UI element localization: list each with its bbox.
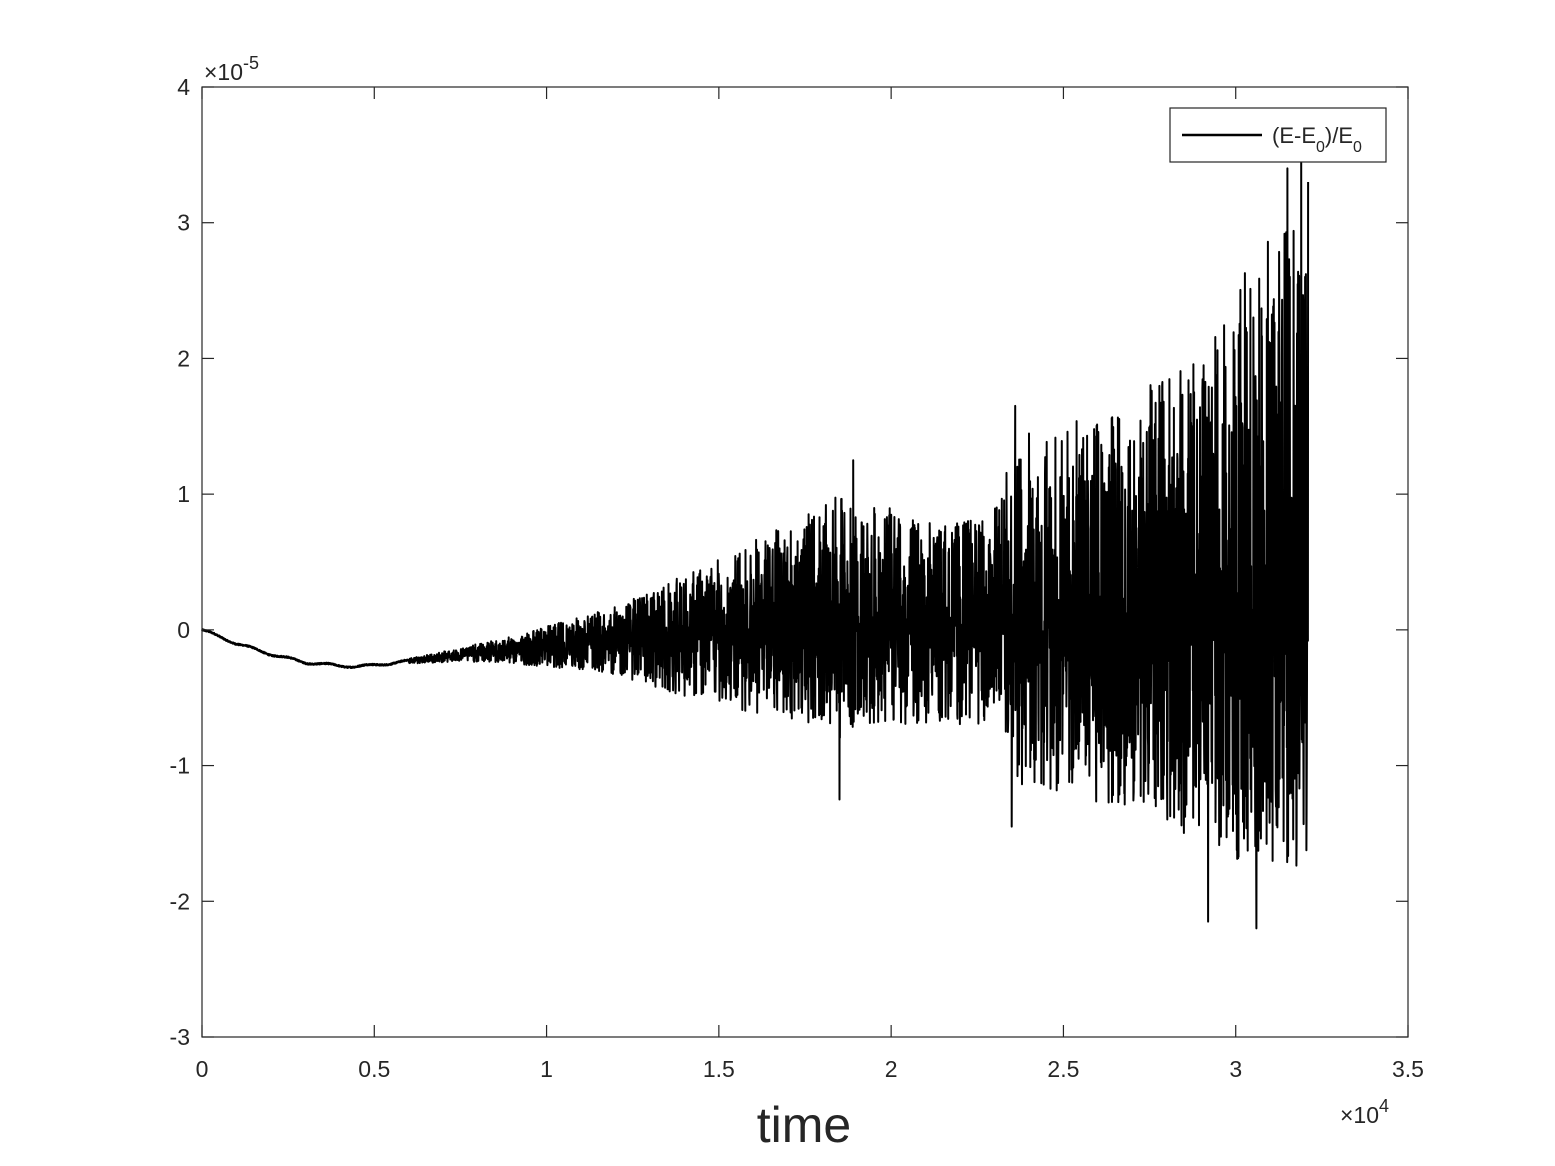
y-tick-label: 0 xyxy=(177,617,190,643)
y-tick-label: -2 xyxy=(170,888,190,914)
y-tick-label: 4 xyxy=(177,74,190,100)
x-multiplier-base: ×10 xyxy=(1340,1102,1379,1128)
y-tick-label: 1 xyxy=(177,481,190,507)
y-multiplier-label: ×10-5 xyxy=(204,53,259,85)
x-tick-label: 0 xyxy=(196,1056,209,1082)
series-line-energy-error xyxy=(201,160,1310,930)
x-multiplier-exponent: 4 xyxy=(1379,1096,1389,1116)
x-tick-label: 2 xyxy=(885,1056,898,1082)
y-tick-label: 2 xyxy=(177,345,190,371)
y-tick-label: -1 xyxy=(170,753,190,779)
legend-sub1: 0 xyxy=(1316,139,1325,156)
series-layer xyxy=(201,160,1310,930)
ticks-layer: 0 0.5 1 1.5 2 2.5 3 3.5 -3 -2 -1 0 1 2 3 4 xyxy=(170,74,1424,1082)
x-tick-label: 2.5 xyxy=(1047,1056,1079,1082)
plot-area-box xyxy=(201,86,1409,1038)
y-tick-label: 3 xyxy=(177,210,190,236)
x-axis-title: time xyxy=(757,1097,851,1153)
axes-layer xyxy=(201,86,1409,1038)
x-tick-label: 3 xyxy=(1229,1056,1242,1082)
y-multiplier-base: ×10 xyxy=(204,59,243,85)
y-multiplier-exponent: -5 xyxy=(243,53,259,73)
legend-text-part1: (E-E xyxy=(1272,123,1316,148)
legend: (E-E0)/E0 xyxy=(1169,107,1387,163)
legend-sub2: 0 xyxy=(1353,139,1362,156)
x-tick-label: 1.5 xyxy=(703,1056,735,1082)
x-tick-label: 1 xyxy=(540,1056,553,1082)
y-tick-label: -3 xyxy=(170,1024,190,1050)
legend-text-part2: )/E xyxy=(1325,123,1353,148)
x-multiplier-label: ×104 xyxy=(1340,1096,1389,1128)
legend-label: (E-E0)/E0 xyxy=(1272,123,1362,156)
x-tick-label: 3.5 xyxy=(1392,1056,1424,1082)
x-tick-label: 0.5 xyxy=(358,1056,390,1082)
